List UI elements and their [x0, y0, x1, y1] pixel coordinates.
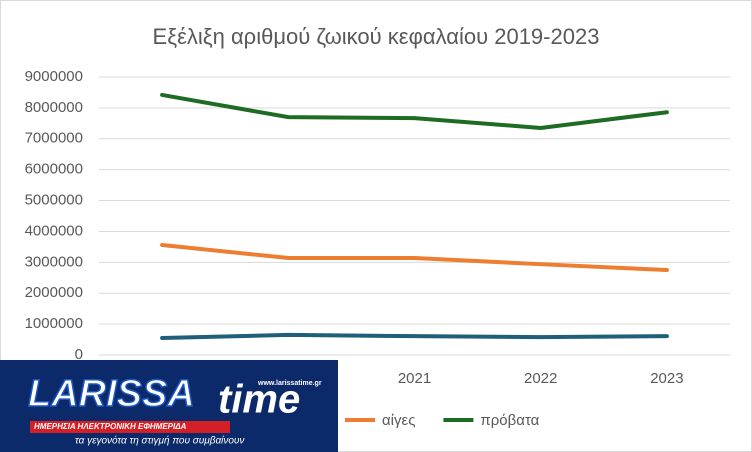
logo-tagline: τα γεγονότα τη στιγμή που συμβαίνουν — [75, 435, 244, 447]
x-tick-label: 2023 — [650, 370, 683, 387]
y-tick-label: 9000000 — [25, 68, 83, 85]
y-tick-label: 0 — [75, 346, 83, 363]
series-line — [160, 92, 669, 130]
logo-background — [0, 360, 338, 452]
y-tick-label: 1000000 — [25, 315, 83, 332]
series-line — [160, 332, 669, 341]
y-tick-label: 3000000 — [25, 253, 83, 270]
y-tick-label: 8000000 — [25, 99, 83, 116]
chart-title: Εξέλιξη αριθμού ζωικού κεφαλαίου 2019-20… — [153, 24, 600, 49]
x-tick-label: 2022 — [524, 370, 557, 387]
legend-label: αίγες — [382, 412, 415, 429]
logo-url: www.larissatime.gr — [257, 380, 322, 387]
y-tick-label: 7000000 — [25, 130, 83, 147]
logo-brand2: time — [218, 378, 300, 422]
y-tick-label: 2000000 — [25, 284, 83, 301]
logo-strip — [30, 421, 230, 433]
y-tick-label: 5000000 — [25, 192, 83, 209]
logo-subtitle: ΗΜΕΡΗΣΙΑ ΗΛΕΚΤΡΟΝΙΚΗ ΕΦΗΜΕΡΙΔΑ — [34, 422, 187, 431]
logo-brand: LARISSA — [28, 373, 195, 415]
y-tick-label: 6000000 — [25, 161, 83, 178]
y-tick-label: 4000000 — [25, 222, 83, 239]
series-line — [160, 243, 669, 273]
legend-label: πρόβατα — [480, 412, 539, 429]
x-tick-label: 2021 — [398, 370, 431, 387]
